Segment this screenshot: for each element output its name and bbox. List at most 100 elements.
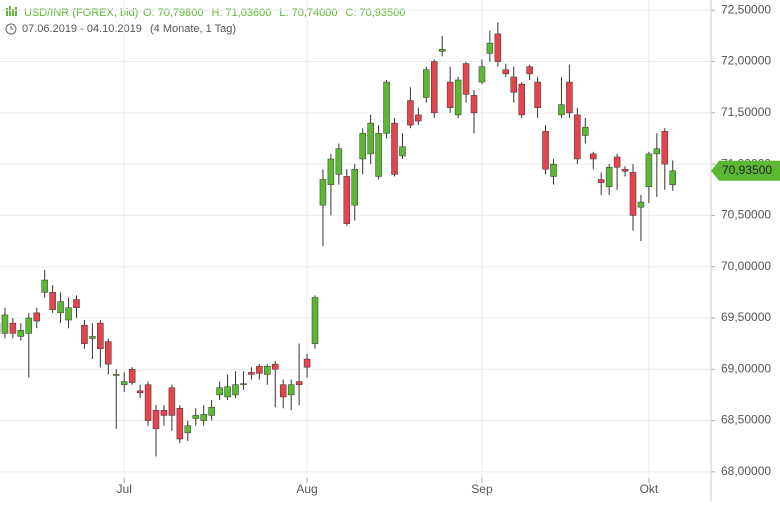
ohlc-header: O: 70,79800 H: 71,03600 L: 70,74000 C: 70,93500: [143, 7, 405, 19]
candle-body: [478, 66, 486, 83]
candle-body: [605, 166, 613, 187]
y-tick-label: 70,50000: [721, 208, 771, 222]
ohlc-key: H:: [212, 7, 223, 19]
candle-body: [17, 330, 25, 337]
candle-body: [431, 61, 438, 114]
ohlc-value: 71,03600: [226, 7, 272, 19]
x-tick-label: Sep: [471, 482, 493, 496]
candle-body: [136, 390, 144, 394]
candle-body: [272, 363, 279, 370]
candle-body: [264, 365, 271, 375]
candle-body: [208, 406, 215, 416]
candle-body: [319, 179, 327, 206]
candle-body: [41, 279, 48, 293]
symbol: USD/INR (FOREX, bid): [24, 7, 138, 19]
ohlc-key: L:: [279, 7, 288, 19]
candle-body: [97, 322, 104, 350]
candle-body: [144, 384, 152, 421]
candle-body: [502, 69, 510, 75]
candle-body: [343, 176, 351, 224]
candle-body: [65, 307, 72, 321]
x-tick-label: Jul: [117, 482, 132, 496]
candle-body: [192, 415, 199, 419]
candle-body: [351, 168, 358, 206]
clock-icon: [5, 23, 17, 35]
date-range: 07.06.2019 - 04.10.2019: [22, 23, 142, 35]
candle-body: [152, 410, 160, 430]
candle-body: [669, 170, 676, 186]
candle-body: [120, 381, 128, 385]
candle-body: [462, 63, 470, 95]
candle-body: [494, 33, 502, 62]
candle-body: [9, 322, 17, 334]
candle-body: [57, 301, 64, 314]
x-tick-label: Aug: [296, 482, 317, 496]
candle-body: [597, 179, 605, 183]
candle-body: [240, 383, 247, 385]
candle-body: [661, 131, 669, 165]
candle-body: [613, 156, 621, 168]
candle-body: [224, 386, 231, 398]
candle-body: [391, 122, 398, 175]
candle-body: [558, 104, 565, 116]
candle-body: [375, 133, 382, 177]
candle-body: [327, 158, 335, 185]
candle-body: [399, 146, 406, 157]
candle-body: [105, 341, 112, 365]
candle-body: [176, 407, 184, 440]
candle-body: [367, 122, 374, 155]
candle-body: [423, 69, 430, 98]
ohlc-value: 70,79800: [158, 7, 204, 19]
candle-body: [359, 133, 366, 160]
candle-body: [470, 95, 478, 114]
y-tick-label: 72,50000: [721, 2, 771, 16]
candle-body: [33, 312, 40, 322]
candle-body: [248, 372, 255, 375]
candle-body: [534, 81, 541, 108]
candle-body: [629, 172, 637, 216]
candle-body: [279, 384, 287, 398]
candle-body: [73, 299, 80, 308]
y-tick-label: 68,00000: [721, 464, 771, 478]
candle-body: [1, 314, 9, 334]
ohlc-value: 70,93500: [359, 7, 405, 19]
candle-body: [637, 201, 645, 208]
last-price-badge: [711, 160, 780, 181]
candle-body: [113, 374, 120, 376]
candle-body: [168, 387, 176, 416]
ohlc-key: O:: [143, 7, 155, 19]
candle-body: [415, 114, 422, 122]
candle-body: [486, 42, 494, 54]
y-tick-label: 70,00000: [721, 259, 771, 273]
chart-icon: [6, 6, 17, 16]
clock-hands: [10, 26, 13, 30]
candle-body: [446, 81, 454, 108]
candle-body: [200, 414, 207, 421]
candle-body: [216, 387, 223, 396]
candle-body: [550, 163, 557, 177]
candle-body: [81, 324, 88, 344]
candle-body: [256, 365, 263, 374]
candle-body: [518, 83, 525, 116]
candle-body: [653, 148, 661, 155]
period: (4 Monate, 1 Tag): [150, 23, 236, 35]
candle-body: [438, 48, 446, 52]
candle-body: [49, 292, 56, 311]
candle-body: [574, 114, 581, 160]
candle-body: [160, 410, 168, 416]
candle-body: [566, 81, 573, 114]
candle-body: [621, 168, 629, 172]
y-tick-label: 69,50000: [721, 310, 771, 324]
candle-body: [25, 317, 33, 334]
candle-body: [335, 148, 343, 175]
candle-body: [287, 384, 295, 396]
grid: [0, 0, 711, 478]
y-tick-label: 69,00000: [721, 361, 771, 375]
ohlc-key: C:: [345, 7, 356, 19]
candle-body: [542, 131, 549, 170]
y-tick-label: 71,50000: [721, 105, 771, 119]
candle-body: [89, 336, 96, 339]
candle-body: [454, 79, 462, 116]
candle-body: [303, 358, 311, 368]
y-tick-label: 72,00000: [721, 54, 771, 68]
